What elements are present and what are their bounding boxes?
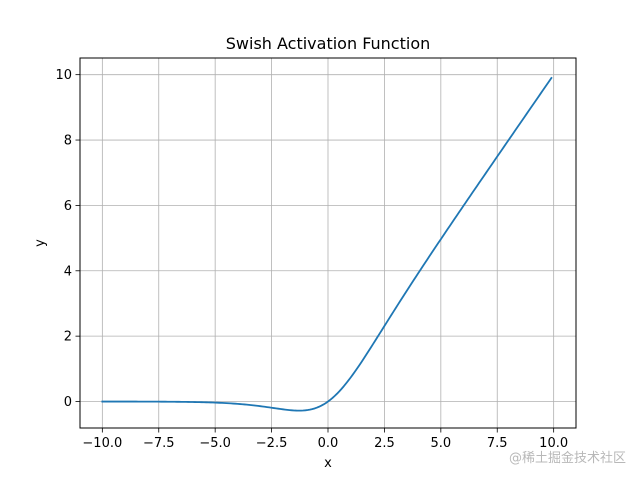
y-tick-label: 2 — [64, 330, 72, 345]
x-tick-label: 5.0 — [430, 436, 451, 451]
y-tick-label: 6 — [64, 199, 72, 214]
x-tick-label: −2.5 — [256, 436, 288, 451]
watermark: @稀土掘金技术社区 — [509, 450, 626, 466]
x-tick-label: 10.0 — [539, 436, 568, 451]
x-tick-label: 2.5 — [374, 436, 395, 451]
x-tick-label: 0.0 — [318, 436, 339, 451]
y-axis: 0 2 4 6 8 10 — [55, 68, 80, 410]
x-tick-label: −10.0 — [82, 436, 122, 451]
chart-title: Swish Activation Function — [226, 34, 431, 53]
y-tick-label: 10 — [55, 68, 72, 83]
grid — [80, 58, 576, 428]
y-tick-label: 8 — [64, 134, 72, 149]
x-axis-label: x — [324, 456, 332, 471]
series-line-swish — [101, 76, 553, 412]
y-axis-label: y — [33, 239, 48, 247]
x-axis: −10.0 −7.5 −5.0 −2.5 0.0 2.5 5.0 7.5 10.0 — [82, 428, 568, 451]
y-tick-label: 0 — [64, 395, 72, 410]
x-tick-label: −7.5 — [143, 436, 175, 451]
y-tick-label: 4 — [64, 264, 72, 279]
x-tick-label: −5.0 — [199, 436, 231, 451]
x-tick-label: 7.5 — [487, 436, 508, 451]
plot-area — [101, 76, 553, 412]
